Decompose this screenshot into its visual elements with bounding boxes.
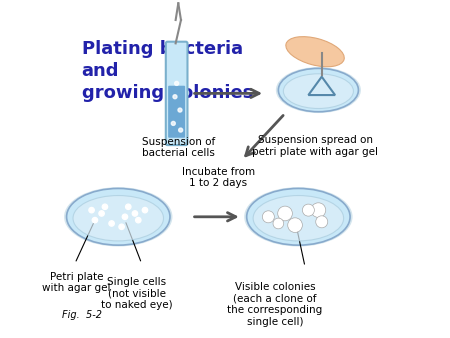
FancyBboxPatch shape [168,86,185,138]
Circle shape [109,221,114,226]
Ellipse shape [253,196,344,241]
Circle shape [316,216,328,228]
Text: Incubate from
1 to 2 days: Incubate from 1 to 2 days [182,167,255,188]
Circle shape [102,204,108,210]
Text: Fig.  5-2: Fig. 5-2 [62,310,102,320]
Ellipse shape [64,187,172,246]
Circle shape [126,204,131,210]
Ellipse shape [73,196,163,241]
Circle shape [122,214,128,219]
Text: Single cells
(not visible
to naked eye): Single cells (not visible to naked eye) [101,277,172,310]
Ellipse shape [247,189,350,245]
Text: Visible colonies
(each a clone of
the corresponding
single cell): Visible colonies (each a clone of the co… [227,282,323,327]
Ellipse shape [279,68,358,112]
Circle shape [179,128,183,132]
Ellipse shape [276,67,361,113]
Circle shape [119,224,124,230]
Text: Suspension spread on
petri plate with agar gel: Suspension spread on petri plate with ag… [252,135,378,157]
Circle shape [89,208,94,213]
Circle shape [92,217,98,223]
Circle shape [173,95,177,99]
Circle shape [302,204,315,216]
Circle shape [135,217,141,223]
Text: Petri plate
with agar gel: Petri plate with agar gel [42,272,111,293]
Circle shape [262,211,274,223]
Ellipse shape [284,74,353,108]
Circle shape [178,108,182,112]
Circle shape [278,206,292,221]
Circle shape [142,208,148,213]
Circle shape [273,218,284,229]
Circle shape [311,203,326,217]
Ellipse shape [286,37,344,67]
Circle shape [132,211,138,216]
Text: Suspension of
bacterial cells: Suspension of bacterial cells [142,137,215,158]
Text: Plating bacteria
and
growing colonies: Plating bacteria and growing colonies [81,40,253,102]
Circle shape [175,81,179,86]
Ellipse shape [67,189,170,245]
FancyBboxPatch shape [166,42,188,145]
Ellipse shape [244,187,353,246]
Circle shape [99,211,104,216]
Circle shape [171,121,176,125]
Circle shape [288,218,302,233]
